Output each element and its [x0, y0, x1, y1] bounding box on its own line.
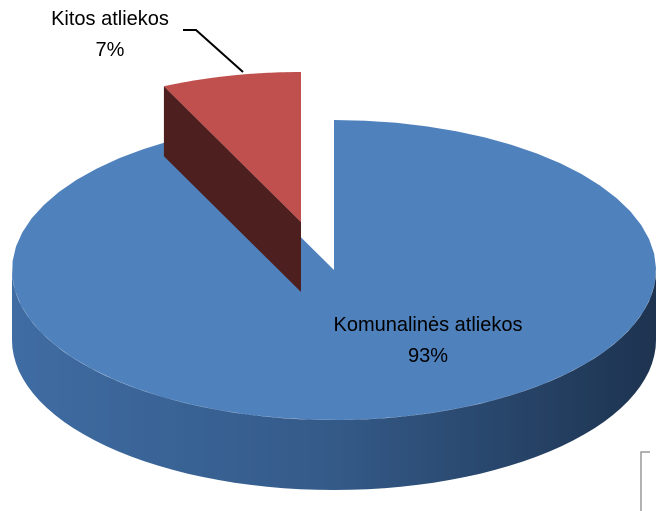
value-label: 7%	[95, 39, 125, 61]
slice-label: Kitos atliekos 7%	[20, 4, 200, 66]
category-label: Kitos atliekos	[51, 8, 169, 30]
value-label: 93%	[407, 345, 449, 367]
pie-slice	[163, 72, 301, 222]
frame-corner	[640, 451, 650, 511]
category-label: Komunalinės atliekos	[333, 314, 523, 336]
slice-label: Komunalinės atliekos 93%	[330, 310, 526, 372]
slice-cut-face	[163, 86, 301, 292]
leader-line	[183, 29, 244, 73]
slice-side	[12, 270, 656, 490]
pie-slice	[12, 120, 656, 420]
